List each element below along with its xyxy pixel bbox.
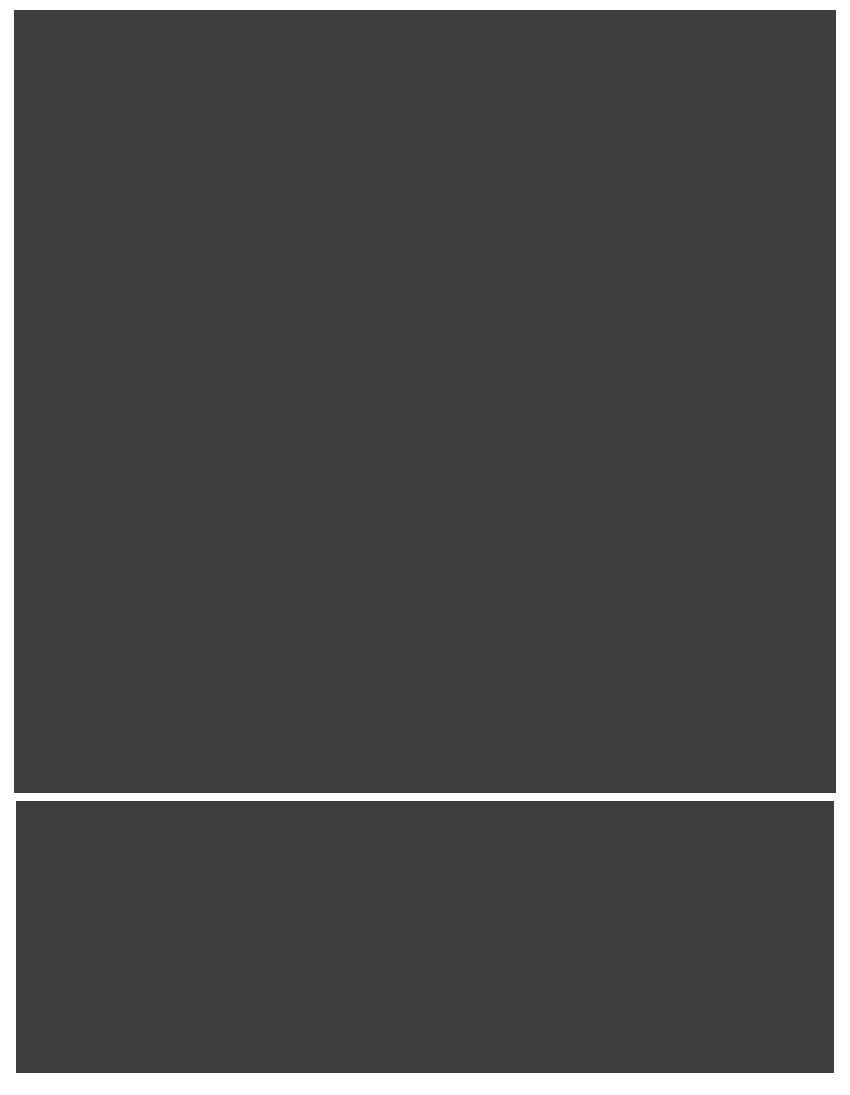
bottom-panel [16, 801, 834, 1073]
top-panel [14, 10, 836, 793]
